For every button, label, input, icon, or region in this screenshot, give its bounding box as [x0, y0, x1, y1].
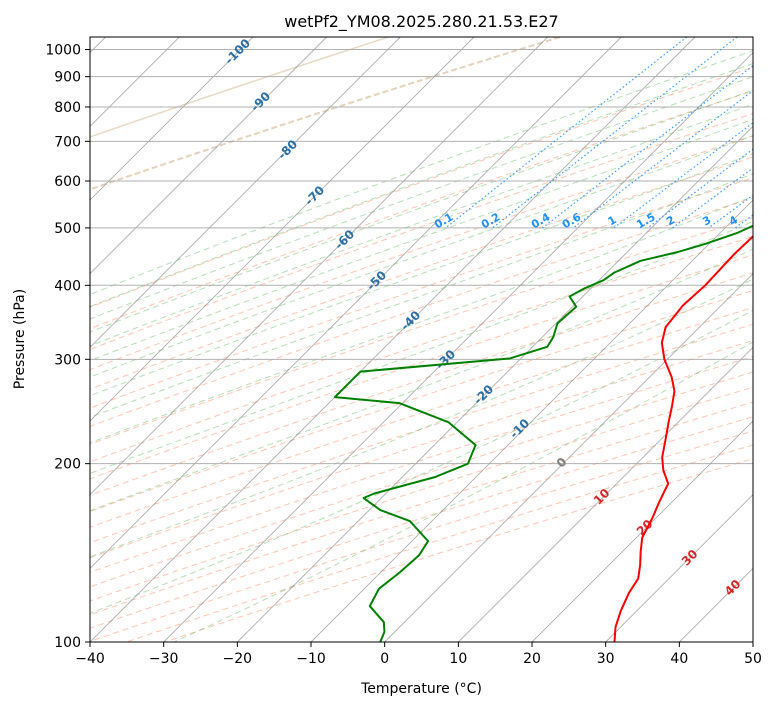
dewpoint-profile [333, 224, 753, 642]
isotherm-line [90, 37, 548, 496]
isotherm-line [531, 420, 753, 642]
dry-adiabats [90, 66, 753, 642]
isotherm-line [237, 125, 753, 642]
x-tick-label: −40 [75, 651, 105, 667]
dry-adiabat-line [90, 340, 753, 559]
dry-adiabat-line [90, 307, 753, 528]
moist-adiabat-line [90, 50, 753, 296]
plot-frame [89, 36, 754, 643]
isotherm-line [90, 37, 696, 642]
mixing-ratio-line [492, 37, 738, 229]
moist-adiabat-line [90, 173, 753, 418]
mixing-ratio-line [572, 89, 753, 229]
moist-adiabat-line [90, 76, 753, 320]
dry-adiabat-line [90, 66, 753, 308]
dry-adiabat-line [90, 197, 753, 428]
x-axis-label: Temperature (°C) [360, 681, 482, 697]
mixing-ratio-lines [445, 37, 753, 229]
x-tick-label: 10 [449, 651, 467, 667]
y-tick-label: 400 [54, 278, 81, 294]
x-tick-label: 20 [523, 651, 541, 667]
moist-adiabat-line [90, 118, 753, 362]
isotherm-line [90, 37, 401, 348]
isotherm-line [90, 37, 327, 275]
pressure-gridlines [90, 49, 753, 642]
moist-adiabat-line [90, 248, 753, 512]
y-tick-label: 900 [54, 70, 81, 86]
isotherm-line [458, 346, 753, 642]
moist-adiabat-line [90, 309, 753, 614]
x-tick-label: 50 [744, 651, 762, 667]
y-tick-label: 700 [54, 134, 81, 150]
moist-adiabat-line [174, 341, 753, 642]
axes: −40 −30 −20 −10 0 10 20 30 40 50 1000 900 800 700 600 5… [45, 43, 762, 667]
thick-adiabat-line [90, 37, 389, 138]
isotherm-line [384, 273, 753, 642]
skewed-isotherms [90, 37, 753, 642]
x-tick-label: 40 [670, 651, 688, 667]
y-tick-label: 200 [54, 457, 81, 473]
moist-adiabat-line [90, 153, 753, 397]
moist-adiabat-line [90, 62, 753, 308]
dry-adiabat-line [90, 355, 753, 573]
y-tick-label: 800 [54, 100, 81, 116]
dry-adiabat-line [90, 254, 753, 480]
mixing-ratio-line [672, 167, 753, 229]
dry-adiabat-line [90, 177, 753, 409]
moist-adiabat-line [90, 135, 753, 378]
y-tick-label: 1000 [45, 43, 81, 59]
profile-series [333, 224, 753, 642]
moist-adiabat-line [90, 89, 753, 333]
isotherm-line [310, 199, 753, 642]
y-tick-label: 300 [54, 352, 81, 368]
y-tick-label: 500 [54, 221, 81, 237]
y-axis-label: Pressure (hPa) [12, 289, 28, 389]
isotherm-line [163, 52, 753, 642]
chart-title: wetPf2_YM08.2025.280.21.53.E27 [284, 12, 558, 32]
y-tick-label: 600 [54, 174, 81, 190]
temperature-profile [613, 234, 753, 642]
x-tick-label: −30 [149, 651, 179, 667]
dry-adiabat-line [90, 289, 753, 513]
x-tick-label: −10 [296, 651, 326, 667]
isotherm-line [90, 37, 254, 201]
x-tick-label: 0 [380, 651, 389, 667]
y-tick-label: 100 [54, 635, 81, 651]
dry-adiabat-line [90, 135, 753, 371]
x-tick-label: −20 [223, 651, 253, 667]
mixing-ratio-line [542, 65, 753, 229]
moist-adiabat-line [90, 278, 753, 558]
isotherm-line [90, 37, 622, 569]
moist-adiabats [90, 37, 753, 642]
moist-adiabat-line [90, 195, 753, 444]
x-tick-label: 30 [597, 651, 615, 667]
dry-adiabat-line [90, 156, 753, 390]
isotherm-line [90, 37, 475, 422]
dry-adiabat-line [90, 386, 753, 602]
isotherm-line [605, 494, 753, 642]
